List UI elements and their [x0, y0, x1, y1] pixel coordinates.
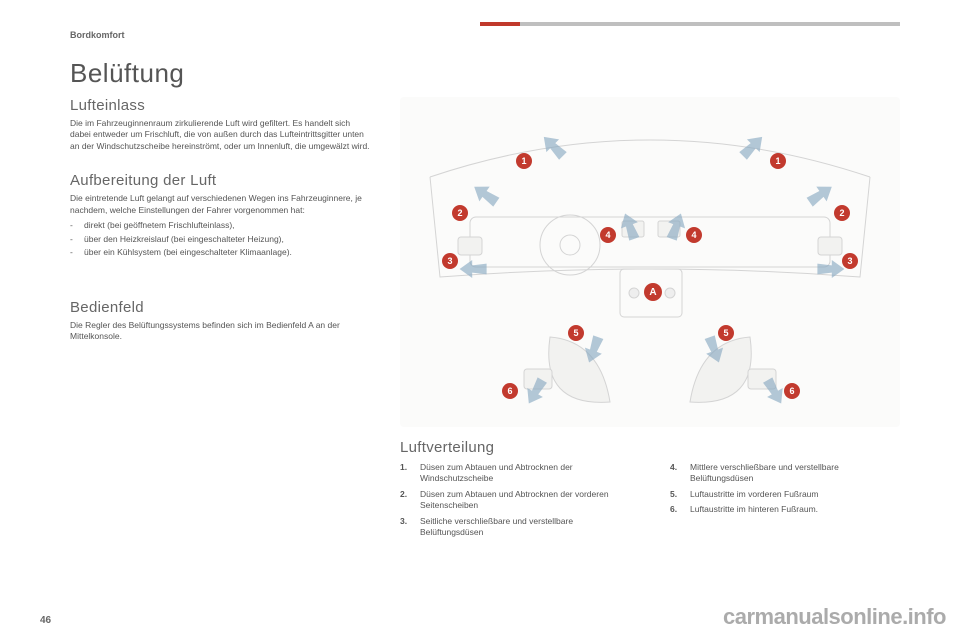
dist-item: 3. Seitliche verschließbare und verstell…: [400, 516, 630, 539]
bullet-item: direkt (bei geöffnetem Frischlufteinlass…: [70, 220, 370, 231]
dist-text: Luftaustritte im vorderen Fußraum: [690, 489, 819, 500]
lufteinlass-text: Die im Fahrzeuginnenraum zirkulierende L…: [70, 118, 370, 152]
diagram-marker: 6: [502, 383, 518, 399]
diagram-marker: 5: [718, 325, 734, 341]
airflow-arrow: [802, 177, 838, 213]
airflow-arrow: [536, 129, 572, 165]
aufbereitung-text: Die eintretende Luft gelangt auf verschi…: [70, 193, 370, 216]
bullet-item: über ein Kühlsystem (bei eingeschalteter…: [70, 247, 370, 258]
bedienfeld-text: Die Regler des Belüftungssystems befinde…: [70, 320, 370, 343]
luftverteilung-heading: Luftverteilung: [400, 439, 900, 456]
diagram-marker: 4: [686, 227, 702, 243]
diagram-marker-letter: A: [644, 283, 662, 301]
distribution-columns: 1. Düsen zum Abtauen und Abtrocknen der …: [400, 462, 900, 543]
dist-item: 4. Mittlere verschließbare und verstellb…: [670, 462, 900, 485]
dist-num: 1.: [400, 462, 410, 485]
dist-item: 5. Luftaustritte im vorderen Fußraum: [670, 489, 900, 500]
dist-item: 2. Düsen zum Abtauen und Abtrocknen der …: [400, 489, 630, 512]
dist-text: Düsen zum Abtauen und Abtrocknen der Win…: [420, 462, 630, 485]
dist-item: 1. Düsen zum Abtauen und Abtrocknen der …: [400, 462, 630, 485]
main-title: Belüftung: [70, 58, 900, 89]
dist-text: Düsen zum Abtauen und Abtrocknen der vor…: [420, 489, 630, 512]
diagram-marker: 1: [770, 153, 786, 169]
airflow-arrow: [456, 251, 492, 287]
watermark: carmanualsonline.info: [723, 604, 946, 630]
dist-text: Seitliche verschließbare und verstellbar…: [420, 516, 630, 539]
left-column: Lufteinlass Die im Fahrzeuginnenraum zir…: [70, 97, 370, 543]
bedienfeld-block: Bedienfeld Die Regler des Belüftungssyst…: [70, 299, 370, 343]
bedienfeld-heading: Bedienfeld: [70, 299, 370, 316]
diagram-marker: 4: [600, 227, 616, 243]
diagram-marker: 3: [842, 253, 858, 269]
top-accent-bar: [480, 22, 520, 26]
dist-text: Luftaustritte im hinteren Fußraum.: [690, 504, 818, 515]
aufbereitung-block: Aufbereitung der Luft Die eintretende Lu…: [70, 172, 370, 258]
page-number: 46: [40, 615, 51, 626]
right-column: 1 1 2 2 3 3 4 4 5 5 6 6 A Luftverteilung 1. Düsen zu…: [400, 97, 900, 543]
bullet-item: über den Heizkreislauf (bei eingeschalte…: [70, 234, 370, 245]
lufteinlass-heading: Lufteinlass: [70, 97, 370, 114]
lufteinlass-block: Lufteinlass Die im Fahrzeuginnenraum zir…: [70, 97, 370, 152]
diagram-marker: 1: [516, 153, 532, 169]
diagram-marker: 3: [442, 253, 458, 269]
page: Bordkomfort Belüftung Lufteinlass Die im…: [0, 0, 960, 640]
aufbereitung-heading: Aufbereitung der Luft: [70, 172, 370, 189]
dist-num: 2.: [400, 489, 410, 512]
dist-num: 4.: [670, 462, 680, 485]
distribution-left: 1. Düsen zum Abtauen und Abtrocknen der …: [400, 462, 630, 543]
airflow-arrow: [518, 373, 554, 409]
airflow-arrow: [612, 209, 648, 245]
diagram-marker: 2: [834, 205, 850, 221]
diagram-marker: 2: [452, 205, 468, 221]
section-label: Bordkomfort: [70, 30, 900, 40]
diagram-marker: 6: [784, 383, 800, 399]
airflow-arrow: [734, 129, 770, 165]
airflow-arrow: [468, 177, 504, 213]
aufbereitung-bullets: direkt (bei geöffnetem Frischlufteinlass…: [70, 220, 370, 258]
top-divider: [520, 22, 900, 26]
dist-num: 5.: [670, 489, 680, 500]
dist-item: 6. Luftaustritte im hinteren Fußraum.: [670, 504, 900, 515]
dist-num: 3.: [400, 516, 410, 539]
dist-num: 6.: [670, 504, 680, 515]
diagram-marker: 5: [568, 325, 584, 341]
distribution-right: 4. Mittlere verschließbare und verstellb…: [670, 462, 900, 543]
dist-text: Mittlere verschließbare und verstellbare…: [690, 462, 900, 485]
ventilation-diagram: 1 1 2 2 3 3 4 4 5 5 6 6 A: [400, 97, 900, 427]
content-layout: Lufteinlass Die im Fahrzeuginnenraum zir…: [70, 97, 900, 543]
